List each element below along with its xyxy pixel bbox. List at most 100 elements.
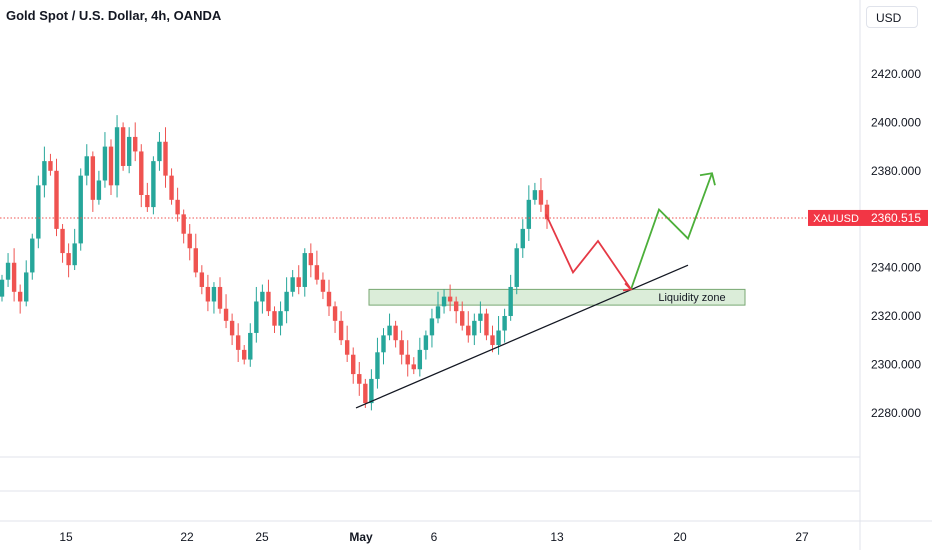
candle <box>502 308 507 343</box>
candle <box>308 243 314 278</box>
candle <box>187 224 192 261</box>
candle <box>375 337 380 389</box>
liquidity-zone: Liquidity zone <box>368 288 746 306</box>
candle-body <box>405 354 410 365</box>
candle <box>175 187 180 222</box>
symbol-tag-bg <box>808 209 864 226</box>
candle <box>417 337 423 377</box>
candle <box>526 185 532 241</box>
y-tick-label: 2320.000 <box>871 309 921 323</box>
x-tick-label: 20 <box>673 530 687 544</box>
candle <box>163 127 168 188</box>
x-tick-label: 25 <box>255 530 269 544</box>
arrowhead-down <box>622 282 633 292</box>
candle <box>369 369 374 411</box>
candle-body <box>175 199 180 215</box>
y-tick-label: 2400.000 <box>871 115 921 129</box>
candle <box>508 274 513 321</box>
candle <box>478 301 483 333</box>
candle <box>72 228 77 271</box>
candle-body <box>411 364 416 370</box>
candle-body <box>478 313 483 321</box>
candle-body <box>54 170 59 229</box>
candle-body <box>84 156 89 176</box>
candle-body <box>387 325 392 336</box>
candle <box>344 325 350 362</box>
candle-body <box>399 340 404 355</box>
candle-body <box>502 316 507 331</box>
candle-body <box>308 253 314 266</box>
candle-body <box>187 233 192 249</box>
candle-body <box>351 354 356 375</box>
candle <box>193 233 198 278</box>
candle-body <box>393 325 398 341</box>
candle <box>302 248 307 297</box>
y-tick-label: 2300.000 <box>871 357 921 371</box>
candle <box>466 311 471 343</box>
price-axis[interactable]: 2420.0002400.0002380.0002360.0002340.000… <box>871 67 921 420</box>
candle <box>514 243 519 295</box>
projection-path-down <box>545 213 632 290</box>
candle <box>169 168 174 205</box>
candle-body <box>11 262 17 292</box>
candle-body <box>441 296 447 307</box>
candle <box>447 284 453 312</box>
candle-body <box>290 277 295 292</box>
chart-title: Gold Spot / U.S. Dollar, 4h, OANDA <box>6 8 222 23</box>
candle-body <box>460 311 465 326</box>
candle-body <box>429 318 435 336</box>
candle <box>284 277 289 324</box>
candle <box>157 132 162 171</box>
time-axis[interactable]: 15 22 25 May 6 13 20 27 <box>59 530 809 544</box>
candle <box>272 306 277 333</box>
candle-body <box>108 146 114 186</box>
candle-body <box>496 330 501 346</box>
candle-body <box>96 180 102 200</box>
candle <box>54 158 59 237</box>
candle-body <box>332 306 338 321</box>
candle-body <box>381 335 386 353</box>
candle-body <box>375 352 380 379</box>
candle-body <box>357 374 362 384</box>
candle-body <box>229 320 235 336</box>
candle-body <box>248 332 253 360</box>
y-tick-label: 2280.000 <box>871 406 921 420</box>
symbol-tag-text: XAUUSD <box>813 213 859 225</box>
candle <box>30 233 35 280</box>
candle <box>387 313 392 341</box>
candle-body <box>78 175 83 244</box>
candle <box>60 224 65 263</box>
candle-body <box>344 340 350 355</box>
candle <box>326 279 332 316</box>
candle-body <box>169 175 174 200</box>
candle-body <box>235 335 241 350</box>
last-price-tag: XAUUSD 2360.515 <box>808 209 928 226</box>
candle <box>211 282 217 314</box>
candle <box>181 209 186 244</box>
candle <box>314 250 320 285</box>
candle <box>544 199 550 229</box>
candle <box>351 347 356 384</box>
candle <box>357 361 362 396</box>
candle-body <box>5 262 11 280</box>
candle <box>139 144 144 208</box>
candle <box>223 294 229 329</box>
y-tick-label: 2420.000 <box>871 67 921 81</box>
price-tag-text: 2360.515 <box>871 211 921 225</box>
candle-body <box>272 311 277 326</box>
candle <box>399 330 404 365</box>
currency-button[interactable]: USD <box>866 6 918 28</box>
candle-body <box>514 248 519 287</box>
drawing-layer <box>0 172 860 409</box>
candle <box>17 284 23 314</box>
candle-body <box>320 279 326 292</box>
candle <box>151 156 156 215</box>
candle <box>90 151 96 212</box>
candle-body <box>151 161 156 208</box>
price-tag-bg <box>864 209 928 226</box>
candle <box>290 270 295 297</box>
candle-body <box>181 214 186 234</box>
candle-body <box>314 265 320 280</box>
y-tick-label: 2380.000 <box>871 164 921 178</box>
